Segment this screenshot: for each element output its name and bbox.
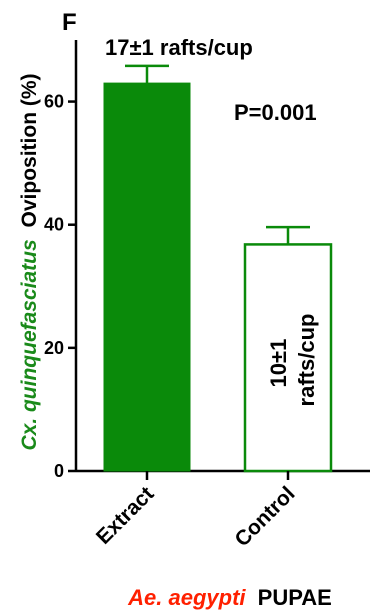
x-axis-title: Ae. aegypti PUPAE xyxy=(127,585,332,610)
panel-letter: F xyxy=(62,9,77,36)
bars xyxy=(103,64,333,473)
y-tick-label-60: 60 xyxy=(44,92,64,112)
x-ticks: Extract Control xyxy=(92,471,300,551)
y-axis-species: Cx. quinquefasciatus xyxy=(18,239,41,450)
y-tick-label-40: 40 xyxy=(44,215,64,235)
annotation-control-rafts: 10±1 rafts/cup xyxy=(266,314,319,407)
y-axis-measure: Oviposition (%) xyxy=(18,73,41,227)
bar-extract xyxy=(103,82,191,472)
bar-control xyxy=(243,243,333,473)
y-axis-title: Cx. quinquefasciatus Oviposition (%) xyxy=(18,73,41,450)
x-tick-label-extract: Extract xyxy=(92,482,159,549)
y-tick-label-20: 20 xyxy=(44,338,64,358)
y-tick-label-0: 0 xyxy=(54,461,64,481)
annotation-control-rafts-line2: rafts/cup xyxy=(294,314,319,407)
x-tick-label-control: Control xyxy=(230,482,299,551)
x-axis-species: Ae. aegypti xyxy=(127,585,246,610)
annotation-control-rafts-line1: 10±1 xyxy=(266,339,291,388)
annotation-p-value: P=0.001 xyxy=(234,100,317,125)
annotation-extract-rafts: 17±1 rafts/cup xyxy=(105,35,253,60)
y-ticks: 0 20 40 60 xyxy=(44,92,76,481)
x-axis-stage: PUPAE xyxy=(258,585,332,610)
